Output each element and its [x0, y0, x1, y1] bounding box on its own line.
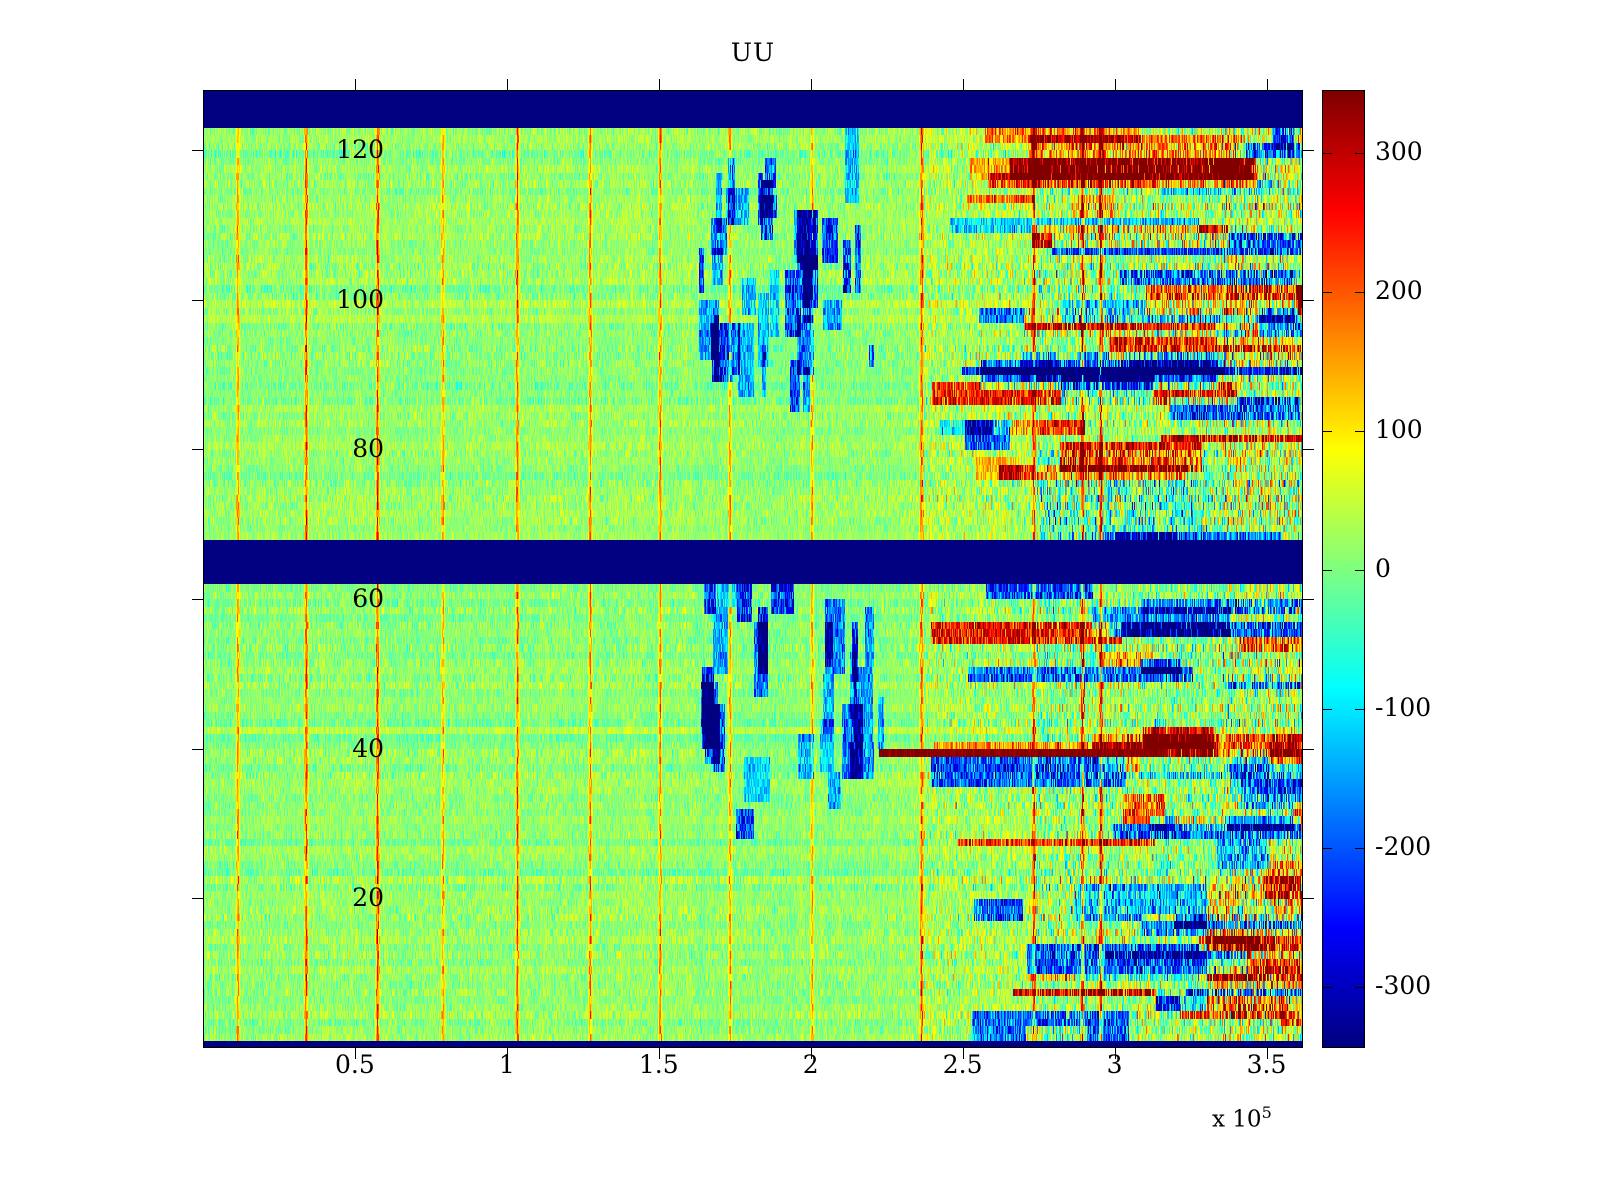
y-axis-tick — [1303, 299, 1314, 301]
x-axis-tick — [1114, 1048, 1116, 1059]
x-axis-tick — [354, 1048, 356, 1059]
x-axis-tick-label: 1 — [498, 1050, 515, 1079]
colorbar-canvas — [1323, 91, 1364, 1047]
y-axis-tick-label: 40 — [352, 733, 384, 763]
x-axis-tick-label: 3.5 — [1246, 1050, 1287, 1079]
y-axis-tick — [1303, 598, 1314, 600]
heatmap-axes[interactable] — [203, 90, 1303, 1048]
y-axis-tick-label: 20 — [352, 883, 384, 913]
x-exponent-power: 5 — [1261, 1103, 1272, 1122]
colorbar-tick-label: -300 — [1375, 970, 1432, 1000]
x-axis-tick — [658, 79, 660, 90]
colorbar-tick — [1355, 986, 1364, 988]
colorbar-tick — [1355, 431, 1364, 433]
x-axis-tick — [810, 1048, 812, 1059]
y-axis-tick — [192, 299, 203, 301]
y-axis-tick — [1303, 449, 1314, 451]
colorbar-gradient — [1323, 91, 1364, 1047]
colorbar-tick — [1323, 153, 1332, 155]
x-exponent-base: x 10 — [1212, 1106, 1262, 1133]
y-axis-tick — [192, 748, 203, 750]
colorbar-tick — [1355, 708, 1364, 710]
x-axis-tick — [1266, 79, 1268, 90]
y-axis-tick-label: 60 — [352, 583, 384, 613]
colorbar-tick — [1355, 847, 1364, 849]
x-axis-tick-label: 3 — [1106, 1050, 1123, 1079]
y-axis-tick — [192, 449, 203, 451]
y-axis-tick — [192, 898, 203, 900]
x-axis-tick — [658, 1048, 660, 1059]
colorbar-tick — [1323, 708, 1332, 710]
x-axis-tick — [1266, 1048, 1268, 1059]
colorbar-tick — [1323, 431, 1332, 433]
x-axis-tick-label: 1.5 — [638, 1050, 679, 1079]
x-axis-tick — [810, 79, 812, 90]
colorbar-tick — [1323, 570, 1332, 571]
x-axis-tick — [506, 1048, 508, 1059]
colorbar-tick-label: 300 — [1375, 137, 1423, 167]
y-axis-tick — [1303, 748, 1314, 750]
colorbar[interactable] — [1322, 90, 1365, 1048]
heatmap-image — [204, 91, 1302, 1047]
colorbar-tick — [1355, 292, 1364, 294]
x-axis-tick — [354, 79, 356, 90]
x-axis-exponent-label: x 105 — [1212, 1103, 1272, 1133]
y-axis-tick — [192, 598, 203, 600]
y-axis-tick — [1303, 149, 1314, 151]
colorbar-tick-label: -100 — [1375, 692, 1432, 722]
page-title: UU — [730, 38, 776, 67]
y-axis-tick — [1303, 898, 1314, 900]
colorbar-tick — [1323, 986, 1332, 988]
colorbar-tick — [1323, 847, 1332, 849]
y-axis-tick — [192, 149, 203, 151]
axis-ticks — [192, 79, 1314, 1059]
y-axis-tick-label: 100 — [336, 284, 384, 314]
colorbar-tick-label: 200 — [1375, 276, 1423, 306]
x-axis-tick — [962, 79, 964, 90]
x-axis-tick — [1114, 79, 1116, 90]
colorbar-tick-label: -200 — [1375, 831, 1432, 861]
y-axis-tick-label: 80 — [352, 434, 384, 464]
x-axis-tick — [962, 1048, 964, 1059]
colorbar-tick-label: 100 — [1375, 415, 1423, 445]
x-axis-tick-label: 0.5 — [335, 1050, 375, 1079]
heatmap-canvas — [204, 91, 1302, 1047]
colorbar-tick — [1323, 292, 1332, 294]
colorbar-tick-label: 0 — [1375, 554, 1391, 583]
y-axis-tick-label: 120 — [336, 134, 384, 164]
x-axis-tick — [506, 79, 508, 90]
x-axis-tick-label: 2.5 — [942, 1050, 983, 1079]
colorbar-tick — [1355, 570, 1364, 571]
x-axis-tick-label: 2 — [802, 1050, 819, 1079]
colorbar-tick — [1355, 153, 1364, 155]
